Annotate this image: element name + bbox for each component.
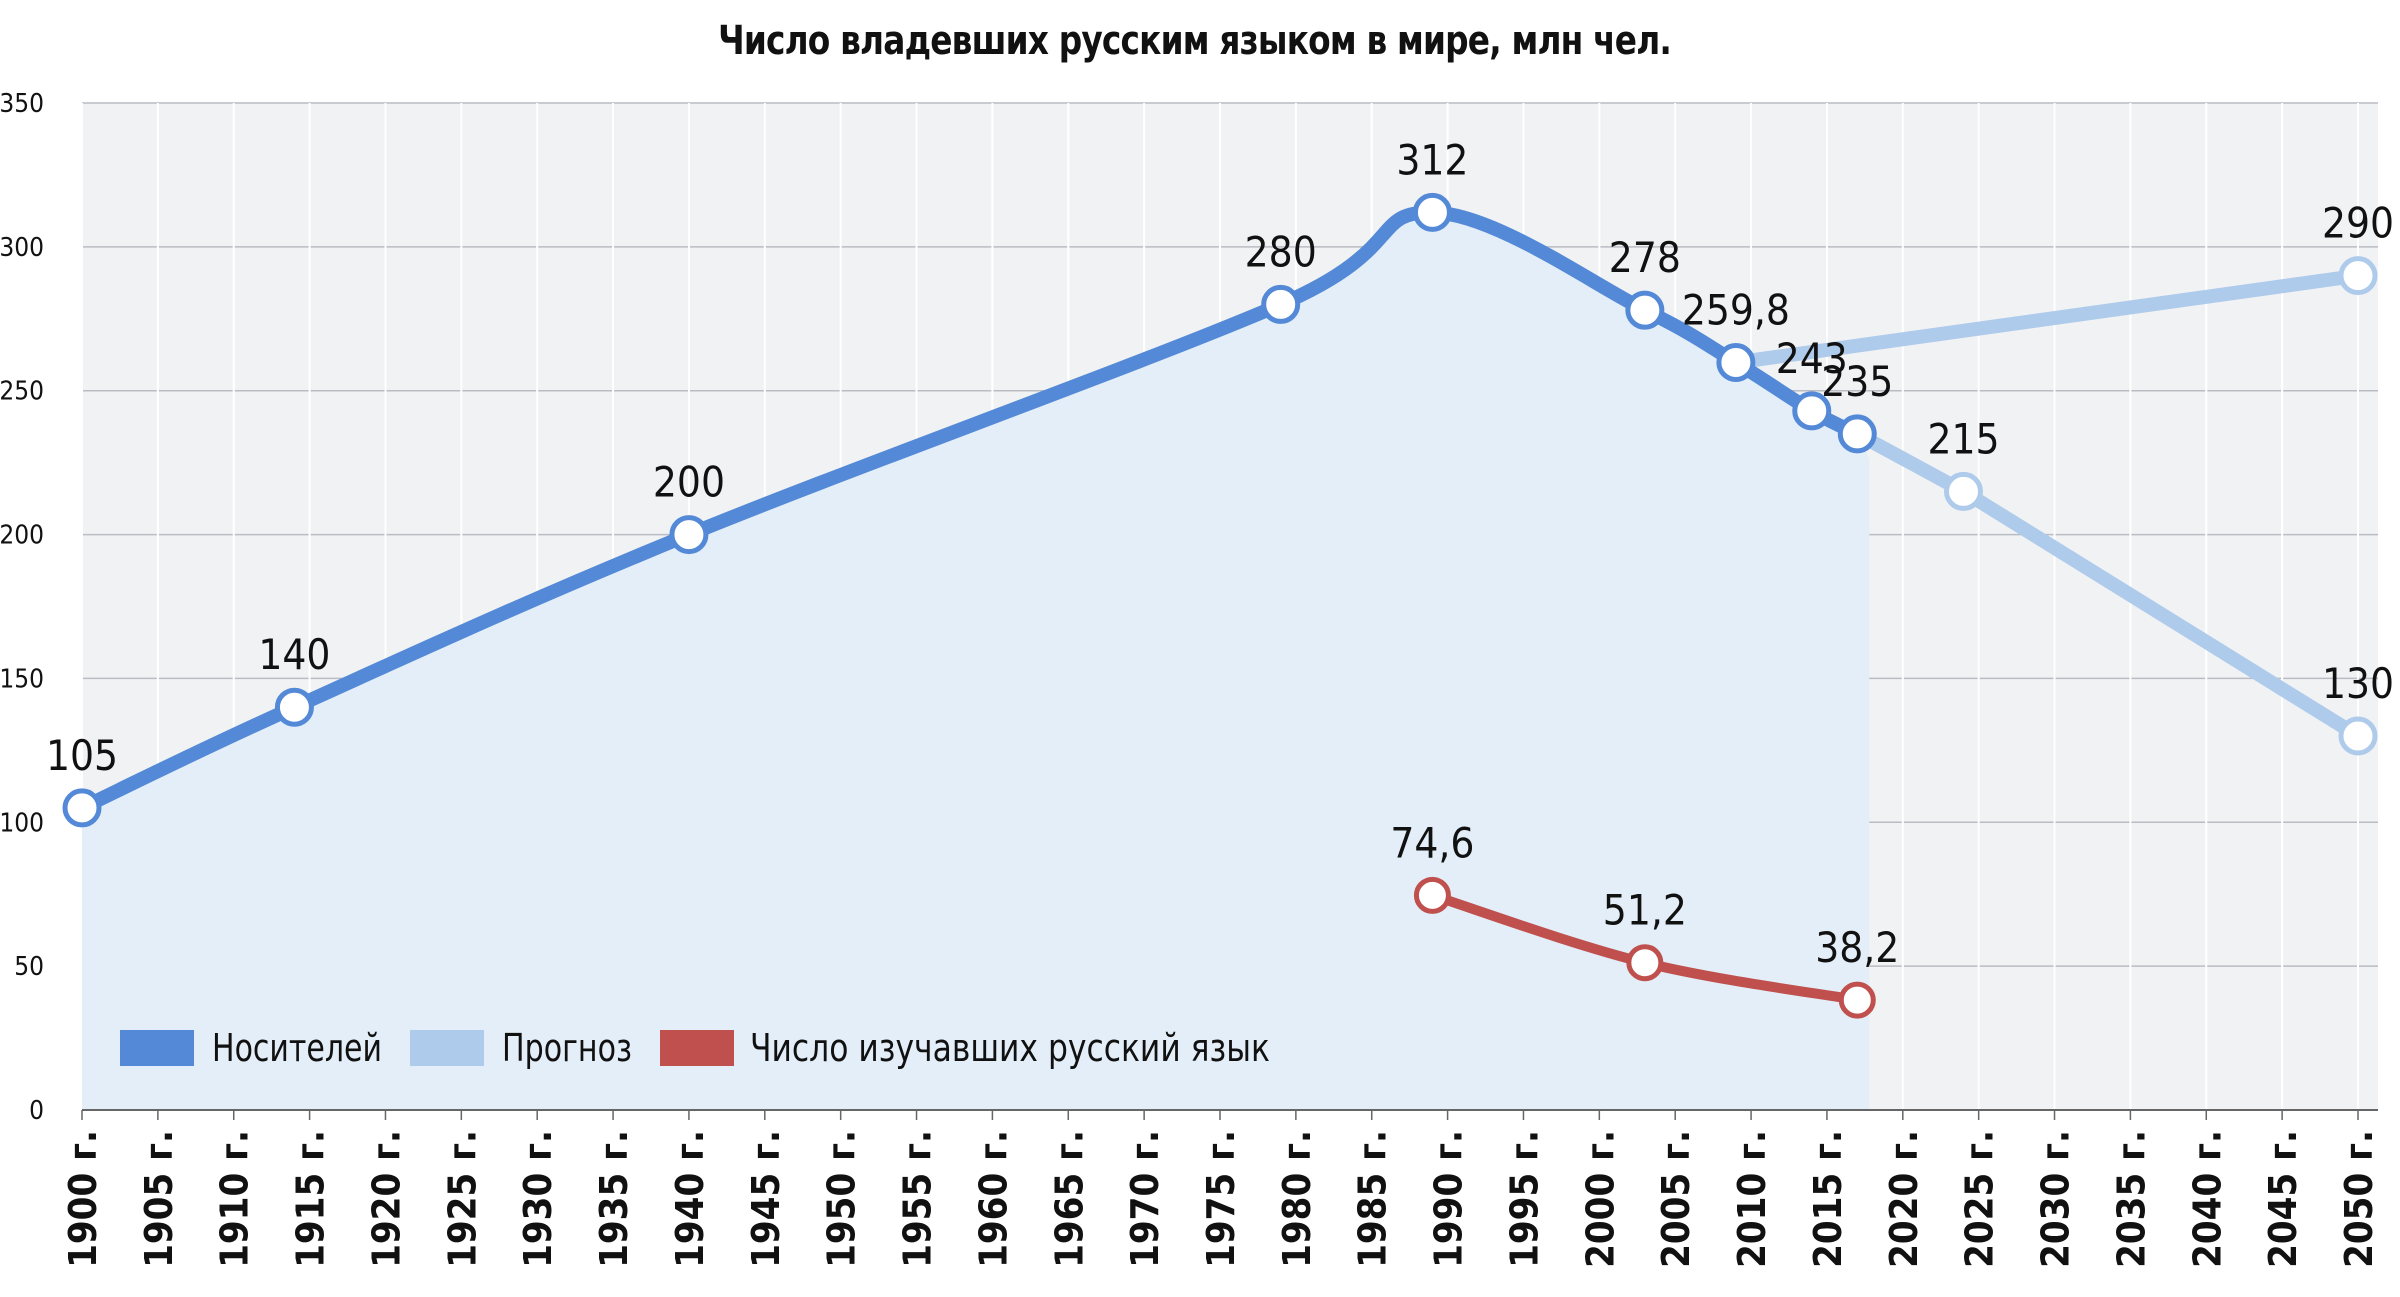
x-tick-label: 1995 г. — [1502, 1130, 1546, 1268]
prognoz-point — [2338, 716, 2378, 756]
y-tick-label: 150 — [0, 664, 44, 694]
nositeley-point — [274, 687, 314, 727]
legend-swatch — [410, 1030, 484, 1066]
x-tick-label: 1910 г. — [213, 1130, 257, 1268]
izuchavshih-point — [1413, 876, 1451, 914]
prognoz-data-label: 215 — [1927, 414, 1999, 463]
y-tick-label: 250 — [0, 377, 44, 407]
legend-label: Прогноз — [502, 1026, 632, 1070]
x-tick-label: 2035 г. — [2109, 1130, 2153, 1268]
nositeley-data-label: 280 — [1245, 227, 1317, 276]
y-tick-label: 50 — [14, 952, 44, 982]
nositeley-point — [669, 515, 709, 555]
nositeley-point — [1837, 414, 1877, 454]
x-tick-label: 2010 г. — [1730, 1130, 1774, 1268]
x-tick-label: 2005 г. — [1654, 1130, 1698, 1268]
izuchavshih-point — [1626, 944, 1664, 982]
legend-swatch — [660, 1030, 734, 1066]
x-tick-label: 1920 г. — [364, 1130, 408, 1268]
y-tick-label: 0 — [29, 1096, 44, 1126]
x-tick-label: 1905 г. — [137, 1130, 181, 1268]
x-tick-label: 1960 г. — [971, 1130, 1015, 1268]
nositeley-point — [62, 788, 102, 828]
izuchavshih-data-label: 74,6 — [1390, 818, 1474, 867]
x-tick-label: 1950 г. — [820, 1130, 864, 1268]
x-tick-label: 1990 г. — [1427, 1130, 1471, 1268]
nositeley-point — [1625, 290, 1665, 330]
x-tick-label: 1915 г. — [289, 1130, 333, 1268]
nositeley-data-label: 312 — [1396, 135, 1468, 184]
izuchavshih-data-label: 38,2 — [1815, 923, 1899, 972]
x-tick-label: 1955 г. — [896, 1130, 940, 1268]
x-tick-label: 1900 г. — [61, 1130, 105, 1268]
nositeley-data-label: 278 — [1609, 233, 1681, 282]
x-tick-label: 1930 г. — [516, 1130, 560, 1268]
x-tick-label: 1945 г. — [744, 1130, 788, 1268]
x-tick-label: 2025 г. — [1958, 1130, 2002, 1268]
x-tick-label: 1925 г. — [440, 1130, 484, 1268]
x-tick-label: 2000 г. — [1578, 1130, 1622, 1268]
nositeley-point — [1412, 192, 1452, 232]
nositeley-data-label: 105 — [46, 731, 118, 780]
nositeley-data-label: 235 — [1821, 357, 1893, 406]
legend-label: Число изучавших русский язык — [750, 1026, 1270, 1070]
nositeley-data-label: 259,8 — [1682, 286, 1790, 335]
nositeley-data-label: 243 — [1776, 334, 1848, 383]
nositeley-data-label: 140 — [258, 630, 330, 679]
legend-label: Носителей — [212, 1026, 382, 1070]
legend-swatch — [120, 1030, 194, 1066]
izuchavshih-point — [1838, 981, 1876, 1019]
nositeley-point — [1792, 391, 1832, 431]
chart-title: Число владевших русским языком в мире, м… — [718, 18, 1672, 64]
x-tick-label: 1985 г. — [1351, 1130, 1395, 1268]
y-tick-label: 350 — [0, 89, 44, 119]
x-tick-label: 2045 г. — [2261, 1130, 2305, 1268]
x-tick-label: 1975 г. — [1199, 1130, 1243, 1268]
x-tick-label: 1940 г. — [668, 1130, 712, 1268]
prognoz-data-label: 290 — [2322, 199, 2394, 248]
series-line-prognoz — [1728, 268, 2365, 370]
nositeley-point — [1716, 343, 1756, 383]
y-tick-label: 200 — [0, 521, 44, 551]
x-tick-label: 1980 г. — [1275, 1130, 1319, 1268]
y-tick-label: 100 — [0, 808, 44, 838]
y-tick-label: 300 — [0, 233, 44, 263]
prognoz-data-label: 130 — [2322, 659, 2394, 708]
prognoz-point — [1943, 471, 1983, 511]
nositeley-point — [1261, 284, 1301, 324]
prognoz-point — [2338, 256, 2378, 296]
x-tick-label: 1965 г. — [1047, 1130, 1091, 1268]
nositeley-data-label: 200 — [653, 458, 725, 507]
x-tick-label: 2040 г. — [2185, 1130, 2229, 1268]
izuchavshih-data-label: 51,2 — [1603, 886, 1687, 935]
x-tick-label: 2050 г. — [2337, 1130, 2381, 1268]
x-tick-label: 1970 г. — [1123, 1130, 1167, 1268]
x-tick-label: 2030 г. — [2034, 1130, 2078, 1268]
x-tick-label: 2020 г. — [1882, 1130, 1926, 1268]
x-tick-label: 1935 г. — [592, 1130, 636, 1268]
x-tick-label: 2015 г. — [1806, 1130, 1850, 1268]
